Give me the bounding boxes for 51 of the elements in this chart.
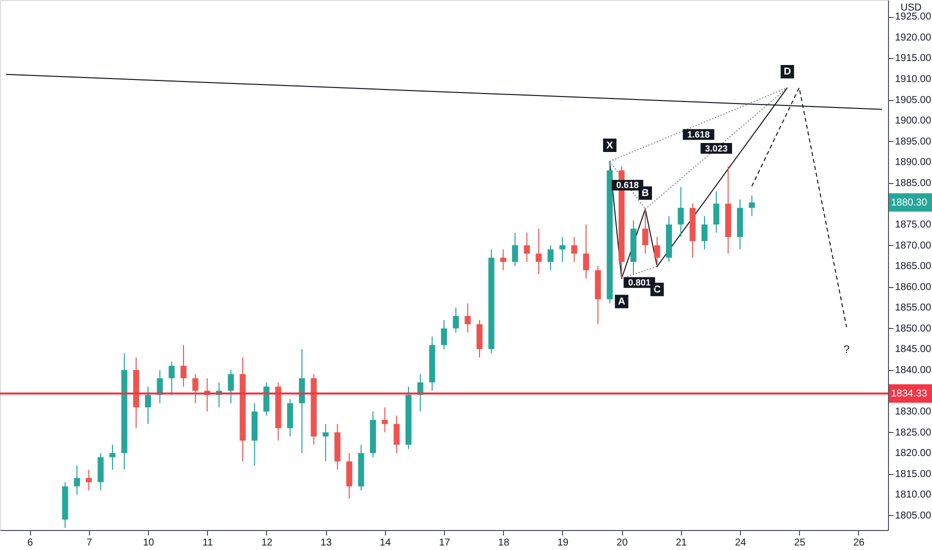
y-tick-label: 1915.00 <box>895 53 932 64</box>
y-tick-label: 1825.00 <box>895 427 932 438</box>
series-label: 1.618 <box>687 130 710 140</box>
y-tick-label: 1865.00 <box>895 261 932 272</box>
data-label: C <box>654 284 661 296</box>
y-tick-label: 1805.00 <box>895 510 932 522</box>
y-tick-label: 1840.00 <box>895 364 932 376</box>
x-tick-label: 7 <box>86 538 93 548</box>
x-tick-label: 25 <box>794 538 806 548</box>
y-axis-title: USD <box>900 2 922 14</box>
series-label: 0.618 <box>616 180 639 190</box>
y-tick-label: 1820.00 <box>895 448 932 460</box>
series-label: 0.801 <box>628 277 651 288</box>
x-tick-label: 14 <box>380 538 392 548</box>
y-tick-label: 1910.00 <box>895 74 932 85</box>
series-label: 3.023 <box>705 143 728 154</box>
x-tick-label: 19 <box>557 538 569 548</box>
data-label: A <box>618 296 626 308</box>
y-tick-label: 1855.00 <box>895 302 932 314</box>
y-tick-label: 1860.00 <box>895 282 932 293</box>
x-tick-label: 12 <box>261 538 273 548</box>
y-tick-label: 1885.00 <box>895 178 932 189</box>
y-tick-label: 1870.00 <box>895 240 932 252</box>
y-tick-label: 1920.00 <box>895 32 932 44</box>
y-tick-label: 1900.00 <box>895 116 932 127</box>
y-tick-label: 1810.00 <box>895 490 932 501</box>
data-label: ? <box>843 344 850 356</box>
y-tick-label: 1875.00 <box>895 219 932 230</box>
x-tick-label: 11 <box>202 538 214 548</box>
y-tick-label: 1895.00 <box>895 136 932 148</box>
x-tick-label: 26 <box>853 538 865 548</box>
x-tick-label: 10 <box>142 538 154 548</box>
data-label: X <box>606 140 614 152</box>
ref-line-label: 1834.33 <box>891 388 928 400</box>
y-tick-label: 1905.00 <box>895 94 932 106</box>
x-tick-label: 6 <box>27 538 34 548</box>
y-tick-label: 1845.00 <box>895 344 932 356</box>
y-tick-label: 1850.00 <box>895 323 932 334</box>
y-tick-label: 1830.00 <box>895 406 932 418</box>
data-label: D <box>784 66 791 78</box>
data-label: B <box>642 188 649 200</box>
x-tick-label: 24 <box>734 538 746 548</box>
x-tick-label: 17 <box>438 538 450 548</box>
x-tick-label: 18 <box>498 538 510 548</box>
y-tick-label: 1890.00 <box>895 157 932 168</box>
text: 1880.30 <box>891 197 928 208</box>
x-tick-label: 20 <box>616 538 628 548</box>
y-tick-label: 1815.00 <box>895 468 932 480</box>
x-tick-label: 13 <box>320 538 332 548</box>
x-tick-label: 21 <box>676 538 688 548</box>
y-tick-label: 1925.00 <box>895 12 932 23</box>
